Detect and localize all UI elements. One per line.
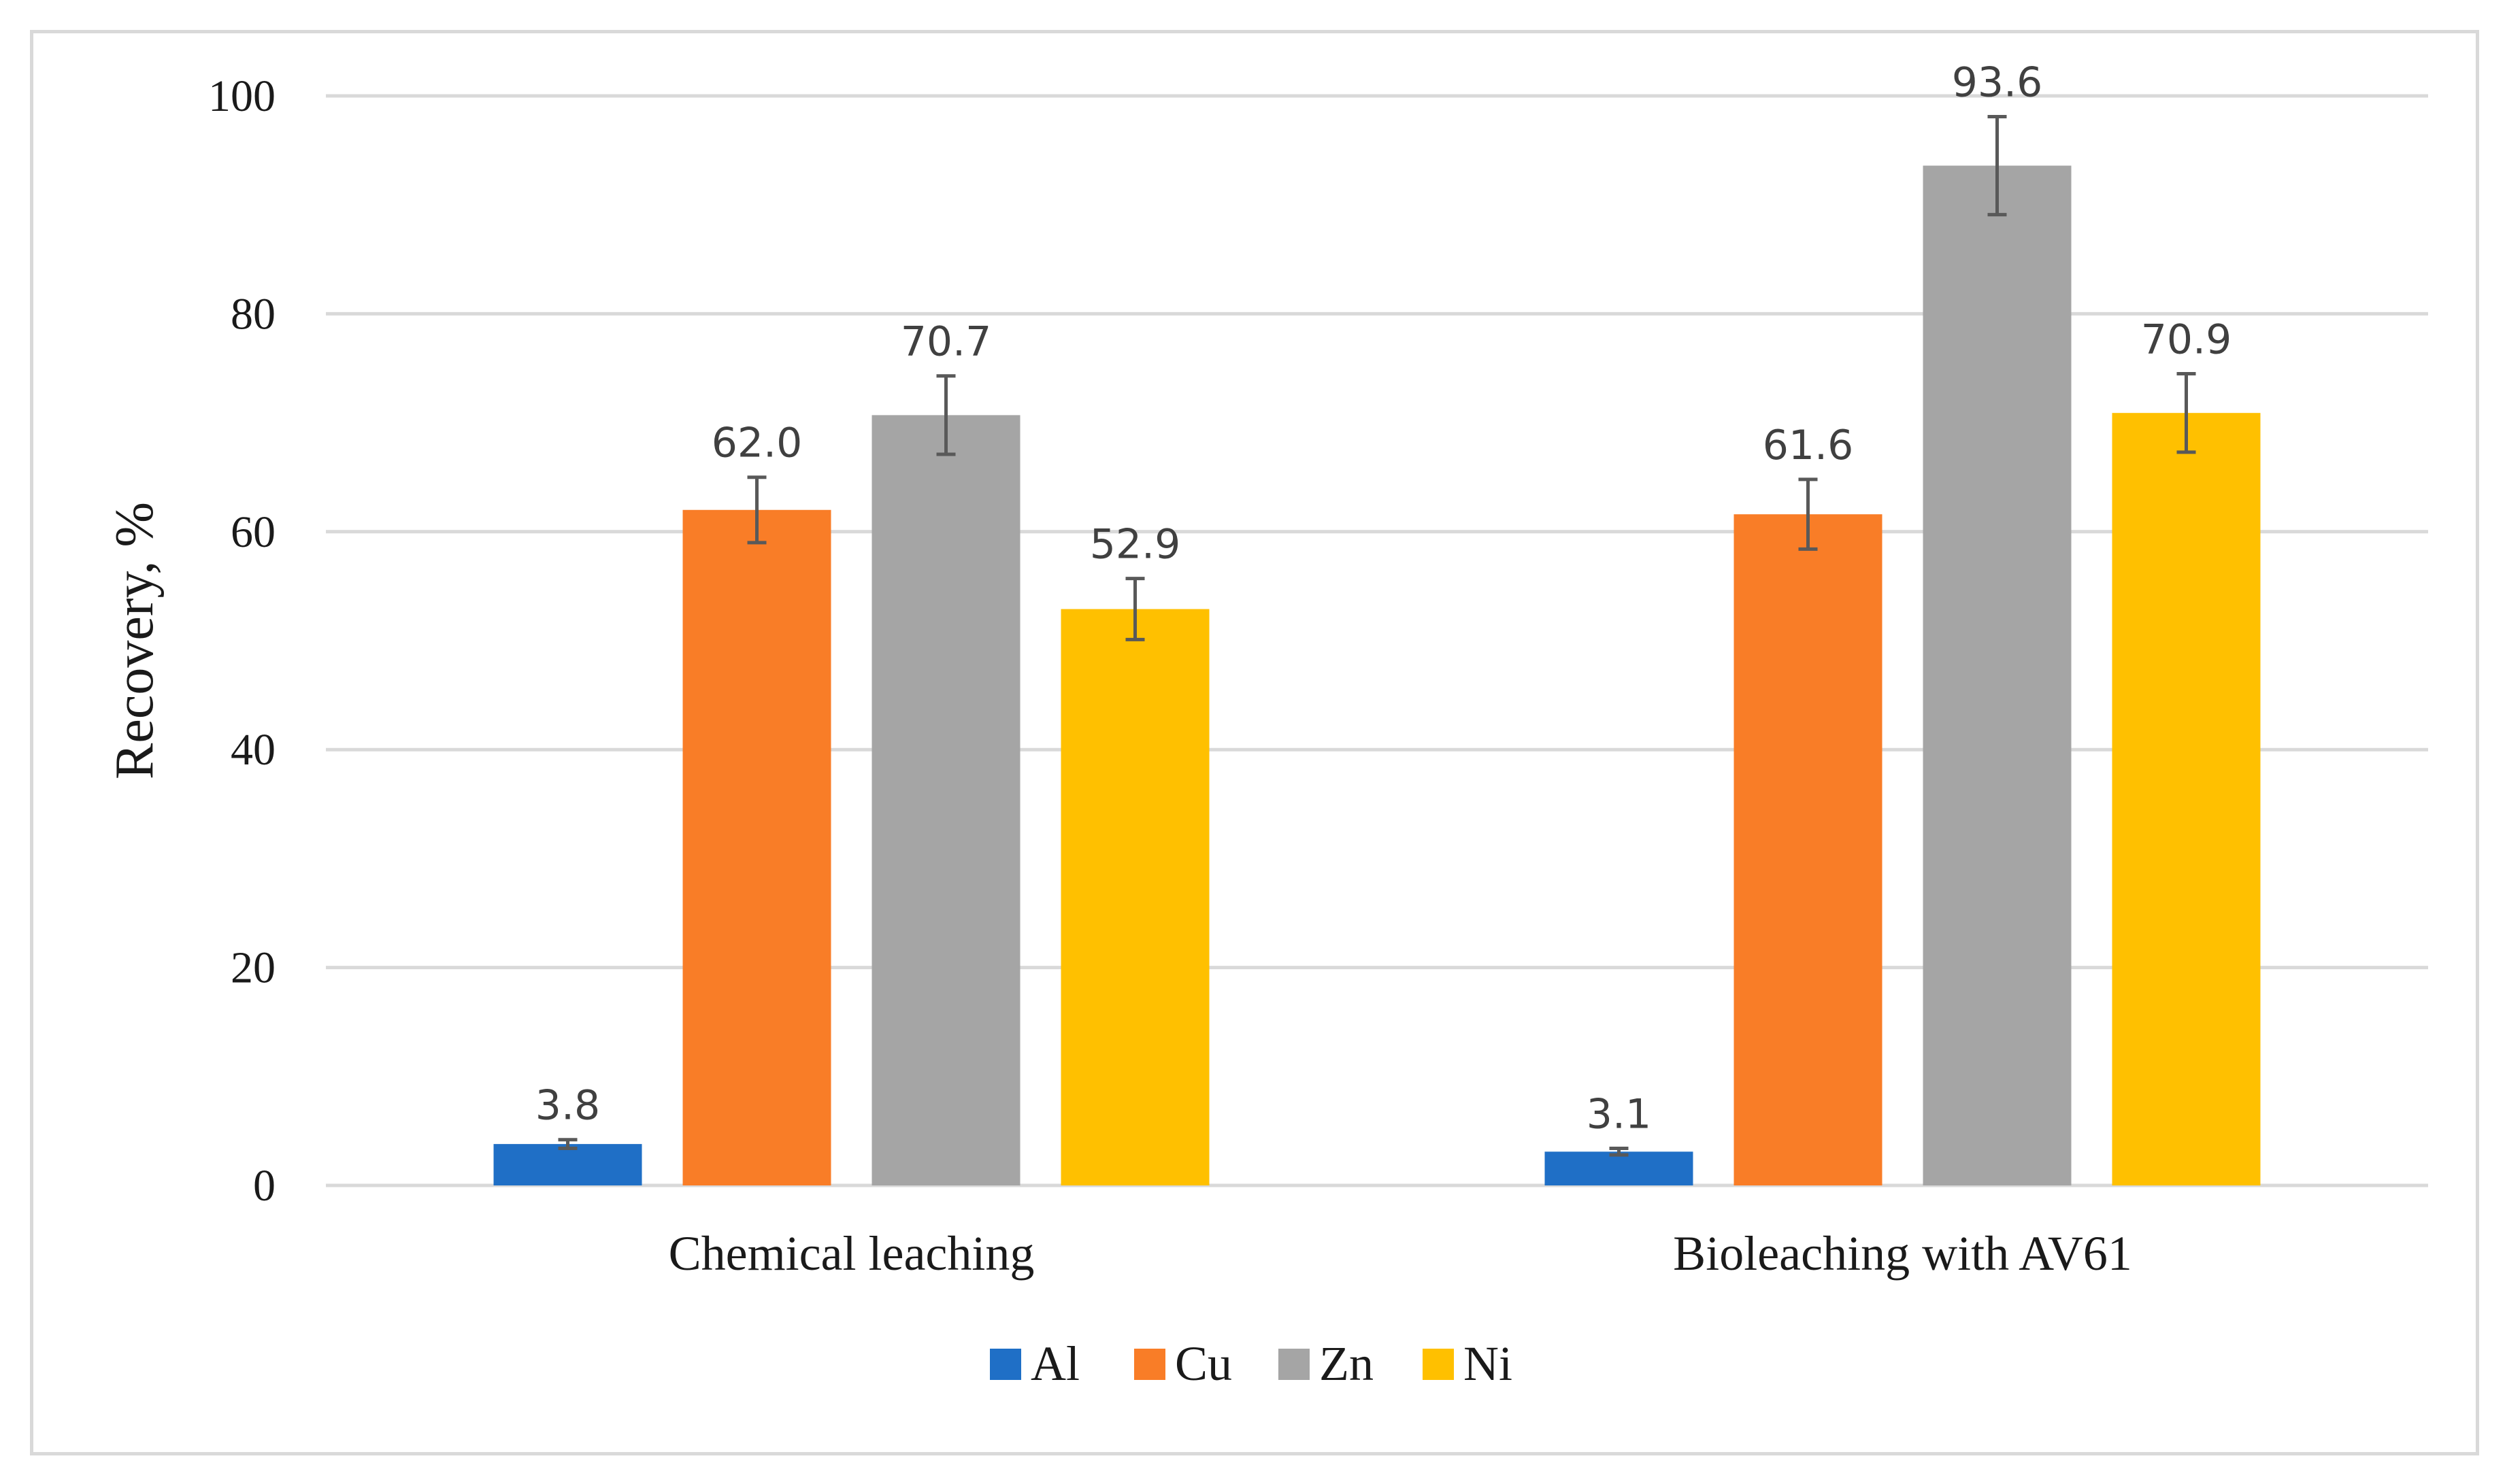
error-bar-ni-1	[2176, 372, 2196, 454]
error-bar-ni-0	[1125, 577, 1145, 641]
bar-al-1	[1544, 1151, 1693, 1185]
data-label-al-1: 3.1	[1587, 1091, 1651, 1139]
bar-ni-0	[1061, 609, 1210, 1185]
legend-label-ni: Ni	[1463, 1336, 1512, 1391]
legend-swatch-cu	[1134, 1349, 1165, 1380]
data-labels: 3.8 62.0 70.7 52.9 3.1 61.6 93.6 70.9	[535, 58, 2232, 1138]
data-label-cu-1: 61.6	[1763, 422, 1854, 469]
data-label-zn-0: 70.7	[901, 318, 992, 366]
error-bar-al-0	[558, 1138, 578, 1151]
data-label-cu-0: 62.0	[712, 420, 803, 467]
bar-zn-0	[872, 415, 1021, 1185]
y-tick-label-80: 80	[231, 289, 276, 339]
y-tick-label-60: 60	[231, 507, 276, 557]
y-tick-label-0: 0	[253, 1161, 276, 1211]
legend-swatch-al	[990, 1349, 1021, 1380]
error-bar-al-1	[1609, 1147, 1629, 1157]
legend-item-zn: Zn	[1278, 1336, 1374, 1391]
error-bar-cu-1	[1798, 477, 1818, 551]
y-tick-label-20: 20	[231, 943, 276, 993]
bar-chart: 0 20 40 60 80 100 3.8 62.0 70.7 52.9 3.1 61.6 93.6 7…	[105, 58, 2428, 1391]
y-tick-label-100: 100	[208, 71, 276, 121]
x-category-label-1: Bioleaching with AV61	[1673, 1226, 2132, 1281]
bars	[493, 165, 2261, 1186]
gridlines	[326, 94, 2428, 1187]
data-label-zn-1: 93.6	[1952, 58, 2043, 106]
bar-cu-1	[1733, 514, 1882, 1185]
legend-swatch-zn	[1278, 1349, 1310, 1380]
data-label-ni-0: 52.9	[1090, 521, 1181, 569]
data-label-al-0: 3.8	[535, 1082, 600, 1130]
error-bar-cu-0	[747, 475, 767, 545]
error-bars	[558, 114, 2196, 1157]
bar-zn-1	[1923, 165, 2072, 1186]
data-label-ni-1: 70.9	[2141, 316, 2232, 364]
legend: Al Cu Zn Ni	[990, 1336, 1512, 1391]
bar-cu-0	[682, 509, 831, 1185]
legend-item-al: Al	[990, 1336, 1080, 1391]
bar-ni-1	[2112, 413, 2261, 1185]
x-category-label-0: Chemical leaching	[669, 1226, 1035, 1281]
legend-swatch-ni	[1423, 1349, 1454, 1380]
legend-item-cu: Cu	[1134, 1336, 1232, 1391]
chart-frame: 0 20 40 60 80 100 3.8 62.0 70.7 52.9 3.1 61.6 93.6 7…	[30, 30, 2479, 1455]
legend-label-cu: Cu	[1175, 1336, 1232, 1391]
legend-label-al: Al	[1031, 1336, 1080, 1391]
x-axis-categories: Chemical leaching Bioleaching with AV61	[669, 1226, 2132, 1281]
y-axis-title: Recovery, %	[105, 502, 165, 779]
error-bar-zn-0	[936, 374, 956, 456]
legend-item-ni: Ni	[1423, 1336, 1512, 1391]
error-bar-zn-1	[1987, 114, 2007, 217]
y-axis-ticks: 0 20 40 60 80 100	[208, 71, 276, 1211]
legend-label-zn: Zn	[1319, 1336, 1374, 1391]
y-tick-label-40: 40	[231, 725, 276, 775]
bar-al-0	[493, 1144, 642, 1185]
